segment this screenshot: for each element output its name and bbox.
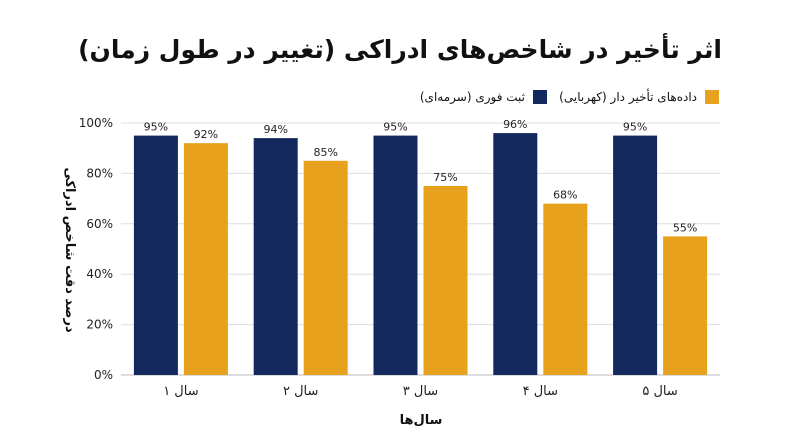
y-tick-label: 40%: [86, 267, 113, 281]
bar-value-label: 55%: [673, 221, 697, 234]
y-axis-ticks: 0% 20% 40% 60% 80% 100%: [79, 116, 113, 382]
y-tick-label: 20%: [86, 318, 113, 332]
chart-title: اثر تأخیر در شاخص‌های ادراکی (تغییر در ط…: [78, 33, 722, 65]
bar-value-label: 85%: [313, 146, 337, 159]
bar-delayed: [663, 236, 708, 375]
y-tick-label: 100%: [79, 116, 113, 130]
legend-label-immediate: ثبت فوری (سرمه‌ای): [420, 90, 525, 105]
bar-value-label: 95%: [383, 121, 407, 134]
y-axis-label: درصد دقت شاخص ادراکی: [62, 167, 77, 333]
bar-delayed: [183, 143, 228, 375]
data-labels: 95% 92% 94% 85% 95% 75% 96% 68% 95% 55%: [144, 118, 698, 234]
x-axis-label: سال‌ها: [400, 413, 443, 428]
bar-value-label: 75%: [433, 171, 457, 184]
legend-swatch-immediate: [533, 90, 547, 104]
bar-immediate: [133, 135, 178, 375]
bar-immediate: [253, 138, 298, 375]
legend-label-delayed: داده‌های تأخیر دار (کهربایی): [559, 88, 697, 105]
bar-value-label: 96%: [503, 118, 527, 131]
x-tick-label: سال ۲: [283, 384, 318, 399]
bar-immediate: [373, 135, 418, 375]
y-tick-label: 80%: [86, 166, 113, 180]
x-tick-label: سال ۱: [163, 384, 198, 399]
x-tick-label: سال ۳: [403, 384, 438, 399]
bar-value-label: 68%: [553, 189, 577, 202]
legend-swatch-delayed: [705, 90, 719, 104]
x-tick-label: سال ۴: [523, 384, 558, 399]
bars: [133, 133, 708, 375]
bar-value-label: 92%: [194, 128, 218, 141]
y-tick-label: 60%: [86, 217, 113, 231]
bar-value-label: 95%: [623, 121, 647, 134]
bar-immediate: [613, 135, 658, 375]
legend: ثبت فوری (سرمه‌ای) داده‌های تأخیر دار (ک…: [420, 88, 719, 105]
bar-delayed: [543, 203, 588, 375]
bar-value-label: 95%: [144, 121, 168, 134]
bar-immediate: [493, 133, 538, 375]
x-tick-label: سال ۵: [642, 384, 677, 399]
bar-delayed: [303, 160, 348, 375]
bar-delayed: [423, 186, 468, 375]
x-axis-ticks: سال ۱ سال ۲ سال ۳ سال ۴ سال ۵: [163, 384, 678, 399]
bar-value-label: 94%: [263, 123, 287, 136]
y-tick-label: 0%: [94, 368, 113, 382]
